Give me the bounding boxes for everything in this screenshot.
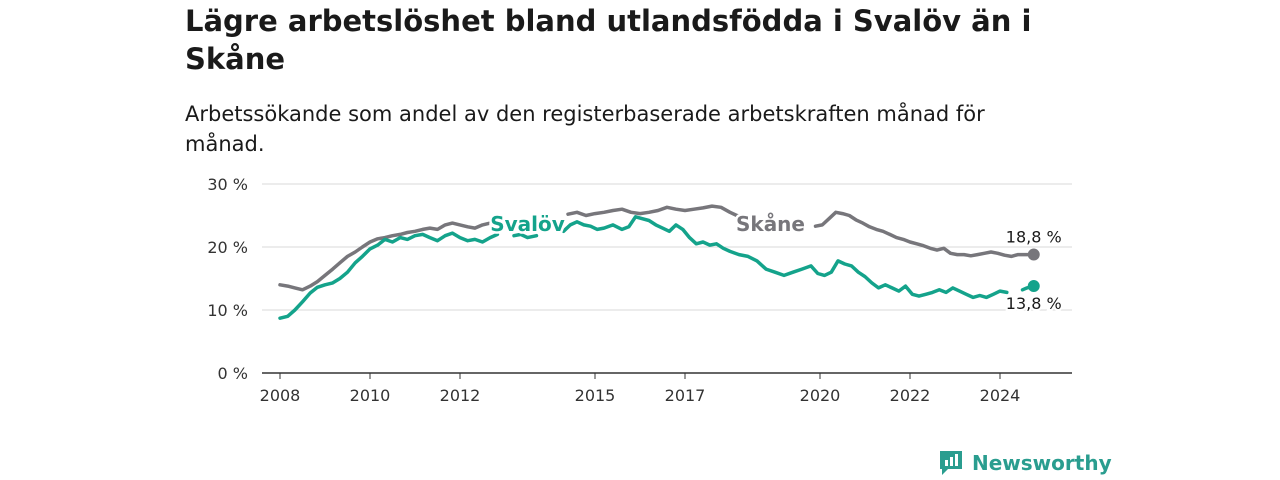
end-point-marker — [1027, 248, 1040, 261]
series-line-skane — [278, 204, 1036, 292]
grid-lines — [262, 183, 1072, 374]
series-labels: Svalöv Skåne — [488, 209, 808, 238]
series-label: Skåne — [736, 212, 805, 236]
end-value-label: 18,8 % — [1006, 228, 1062, 247]
series-label: Svalöv — [490, 212, 565, 236]
end-value-labels: 13,8 % 18,8 % — [1004, 226, 1064, 316]
x-tick-label: 2022 — [890, 386, 931, 405]
x-tick-label: 2024 — [980, 386, 1021, 405]
x-axis-ticks: 2008 2010 2012 2015 2017 2020 2022 2024 — [260, 373, 1021, 405]
end-value-label: 13,8 % — [1006, 294, 1062, 313]
newsworthy-logo[interactable]: Newsworthy — [938, 449, 1112, 477]
chart-subtitle: Arbetssökande som andel av den registerb… — [185, 102, 985, 156]
x-tick-label: 2012 — [440, 386, 481, 405]
y-tick-label: 30 % — [207, 175, 248, 194]
x-tick-label: 2008 — [260, 386, 301, 405]
brand-name: Newsworthy — [972, 451, 1112, 475]
end-point-marker — [1027, 280, 1040, 293]
y-tick-label: 20 % — [207, 238, 248, 257]
series-lines — [278, 204, 1036, 320]
x-tick-label: 2010 — [350, 386, 391, 405]
y-tick-label: 0 % — [218, 364, 248, 383]
y-axis-ticks: 0 % 10 % 20 % 30 % — [207, 175, 248, 383]
x-tick-label: 2015 — [575, 386, 616, 405]
series-line-svalov — [278, 215, 1036, 320]
x-tick-label: 2017 — [665, 386, 706, 405]
newsworthy-chart-icon — [940, 451, 962, 475]
x-tick-label: 2020 — [800, 386, 841, 405]
chart-title: Lägre arbetslöshet bland utlandsfödda i … — [185, 4, 1032, 76]
y-tick-label: 10 % — [207, 301, 248, 320]
